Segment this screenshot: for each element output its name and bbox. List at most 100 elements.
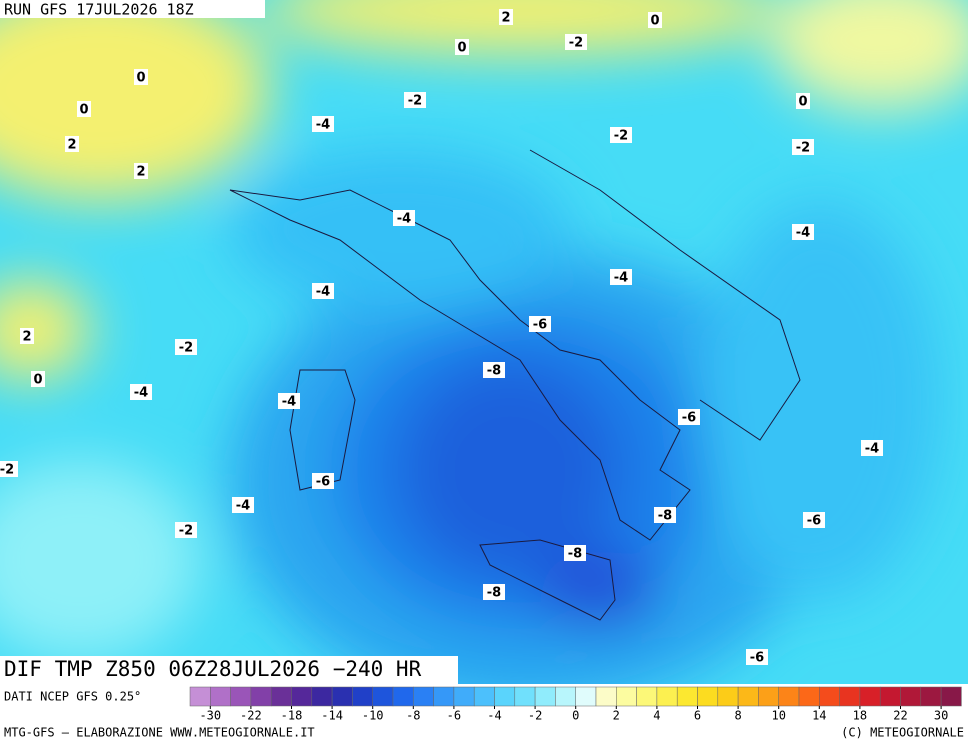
colorbar-swatch bbox=[819, 686, 840, 707]
colorbar-label: 8 bbox=[734, 709, 741, 723]
map-title: DIF TMP Z850 06Z28JUL2026 −240 HR bbox=[4, 657, 422, 681]
colorbar-label: 10 bbox=[771, 709, 785, 723]
colorbar-label: 6 bbox=[694, 709, 701, 723]
contour-label-box bbox=[792, 139, 814, 155]
contour-label-box bbox=[610, 127, 632, 143]
colorbar-swatch bbox=[900, 686, 922, 707]
colorbar-swatch bbox=[392, 686, 414, 707]
contour-label: -8 bbox=[487, 586, 501, 601]
colorbar-label: -22 bbox=[240, 709, 262, 723]
colorbar-swatch bbox=[758, 686, 779, 707]
contour-label: -4 bbox=[316, 285, 330, 300]
colorbar-swatch bbox=[514, 686, 536, 707]
colorbar-label: 14 bbox=[812, 709, 826, 723]
colorbar-swatch bbox=[413, 686, 434, 707]
colorbar-swatch bbox=[940, 686, 962, 707]
colorbar-swatch bbox=[210, 686, 231, 707]
contour-label-box bbox=[746, 649, 768, 665]
colorbar-label: 30 bbox=[934, 709, 948, 723]
colorbar-label: -6 bbox=[447, 709, 461, 723]
contour-label: -6 bbox=[750, 651, 764, 666]
colorbar-swatch bbox=[839, 686, 861, 707]
contour-label-box bbox=[803, 512, 825, 528]
colorbar-swatch bbox=[494, 686, 516, 707]
contour-label-box bbox=[312, 283, 334, 299]
colorbar-swatch bbox=[676, 686, 698, 707]
contour-label: 0 bbox=[79, 103, 88, 118]
contour-label-box bbox=[65, 136, 79, 152]
contour-label: 2 bbox=[67, 138, 76, 153]
colorbar-swatch bbox=[697, 686, 719, 707]
title-box bbox=[0, 656, 458, 684]
colorbar-label: 2 bbox=[613, 709, 620, 723]
colorbar-swatch bbox=[575, 686, 597, 707]
contour-label: -6 bbox=[316, 475, 330, 490]
contour-label-box bbox=[134, 163, 148, 179]
colorbar-swatch bbox=[656, 686, 678, 707]
contour-label-box bbox=[483, 584, 505, 600]
colorbar-swatch bbox=[270, 686, 292, 707]
colorbar-swatch bbox=[230, 686, 252, 707]
contour-label-box bbox=[20, 328, 34, 344]
contour-label-box bbox=[312, 116, 334, 132]
run-info: RUN GFS 17JUL2026 18Z bbox=[4, 1, 194, 19]
contour-label-box bbox=[312, 473, 334, 489]
colorbar-label: -18 bbox=[281, 709, 303, 723]
colorbar-label: -2 bbox=[528, 709, 542, 723]
colorbar-swatch bbox=[433, 686, 455, 707]
contour-label-box bbox=[232, 497, 254, 513]
colorbar-swatch bbox=[372, 686, 394, 707]
contour-label: -4 bbox=[865, 442, 879, 457]
contour-label: -8 bbox=[568, 547, 582, 562]
contour-label-box bbox=[499, 9, 513, 25]
contour-label: -2 bbox=[614, 129, 628, 144]
colorbar-swatch bbox=[616, 686, 637, 707]
contour-label: -8 bbox=[658, 509, 672, 524]
colorbar-label: 22 bbox=[893, 709, 907, 723]
contour-label: 0 bbox=[457, 41, 466, 56]
colorbar-swatch bbox=[737, 686, 759, 707]
colorbar-swatch bbox=[636, 686, 658, 707]
contour-label: -4 bbox=[397, 212, 411, 227]
colorbar-label: -4 bbox=[487, 709, 501, 723]
contour-label: -2 bbox=[408, 94, 422, 109]
contour-label: -4 bbox=[236, 499, 250, 514]
contour-label-box bbox=[610, 269, 632, 285]
contour-label-box bbox=[130, 384, 152, 400]
colorbar-swatch bbox=[778, 686, 800, 707]
contour-label: -6 bbox=[682, 411, 696, 426]
contour-label-box bbox=[796, 93, 810, 109]
colorbar-swatch bbox=[331, 686, 353, 707]
colorbar-swatch bbox=[798, 686, 820, 707]
contour-label: -2 bbox=[796, 141, 810, 156]
colorbar-label: -8 bbox=[406, 709, 420, 723]
contour-label-box bbox=[861, 440, 883, 456]
contour-label: -4 bbox=[282, 395, 296, 410]
colorbar-swatch bbox=[555, 686, 576, 707]
contour-label-box bbox=[175, 522, 197, 538]
contour-label: -2 bbox=[179, 341, 193, 356]
colorbar-label: 0 bbox=[572, 709, 579, 723]
contour-label: -4 bbox=[614, 271, 628, 286]
colorbar-label: -10 bbox=[362, 709, 384, 723]
contour-label: -6 bbox=[807, 514, 821, 529]
contour-label-box bbox=[529, 316, 551, 332]
contour-label: -6 bbox=[533, 318, 547, 333]
contour-label: -4 bbox=[316, 118, 330, 133]
contour-label: -2 bbox=[569, 36, 583, 51]
colorbar-swatch bbox=[473, 686, 495, 707]
contour-label: -2 bbox=[179, 524, 193, 539]
contour-label-box bbox=[134, 69, 148, 85]
colorbar-swatch bbox=[879, 686, 901, 707]
contour-label: 0 bbox=[33, 373, 42, 388]
contour-label-box bbox=[404, 92, 426, 108]
footer-left: MTG-GFS — ELABORAZIONE WWW.METEOGIORNALE… bbox=[4, 726, 315, 740]
contour-label-box bbox=[393, 210, 415, 226]
contour-label-box bbox=[654, 507, 676, 523]
header-box bbox=[0, 0, 265, 18]
colorbar-swatch bbox=[920, 686, 942, 707]
contour-label-box bbox=[564, 545, 586, 561]
contour-label-box bbox=[792, 224, 814, 240]
contour-label-box bbox=[648, 12, 662, 28]
contour-label-box bbox=[278, 393, 300, 409]
